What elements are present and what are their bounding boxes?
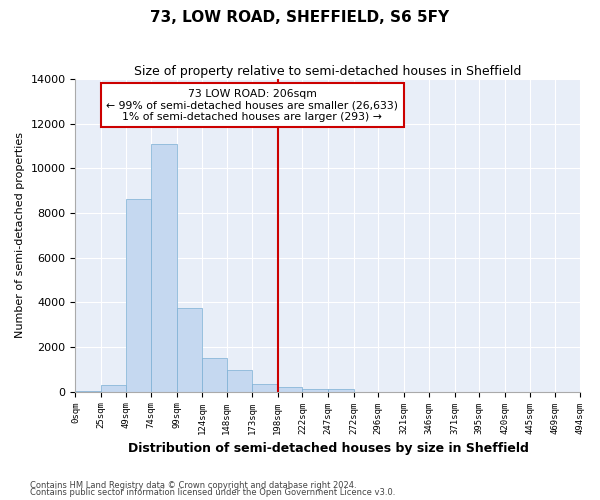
Bar bbox=[227, 370, 252, 392]
Bar bbox=[302, 389, 328, 392]
Bar bbox=[252, 384, 278, 392]
Y-axis label: Number of semi-detached properties: Number of semi-detached properties bbox=[15, 132, 25, 338]
Bar bbox=[76, 390, 101, 392]
Bar bbox=[176, 308, 202, 392]
Bar bbox=[202, 358, 227, 392]
X-axis label: Distribution of semi-detached houses by size in Sheffield: Distribution of semi-detached houses by … bbox=[128, 442, 529, 455]
Text: Contains public sector information licensed under the Open Government Licence v3: Contains public sector information licen… bbox=[30, 488, 395, 497]
Bar bbox=[151, 144, 176, 392]
Bar bbox=[101, 385, 125, 392]
Bar bbox=[328, 390, 353, 392]
Text: Contains HM Land Registry data © Crown copyright and database right 2024.: Contains HM Land Registry data © Crown c… bbox=[30, 480, 356, 490]
Bar bbox=[278, 387, 302, 392]
Title: Size of property relative to semi-detached houses in Sheffield: Size of property relative to semi-detach… bbox=[134, 65, 521, 78]
Text: 73, LOW ROAD, SHEFFIELD, S6 5FY: 73, LOW ROAD, SHEFFIELD, S6 5FY bbox=[151, 10, 449, 25]
Text: 73 LOW ROAD: 206sqm
← 99% of semi-detached houses are smaller (26,633)
1% of sem: 73 LOW ROAD: 206sqm ← 99% of semi-detach… bbox=[106, 88, 398, 122]
Bar bbox=[125, 198, 151, 392]
